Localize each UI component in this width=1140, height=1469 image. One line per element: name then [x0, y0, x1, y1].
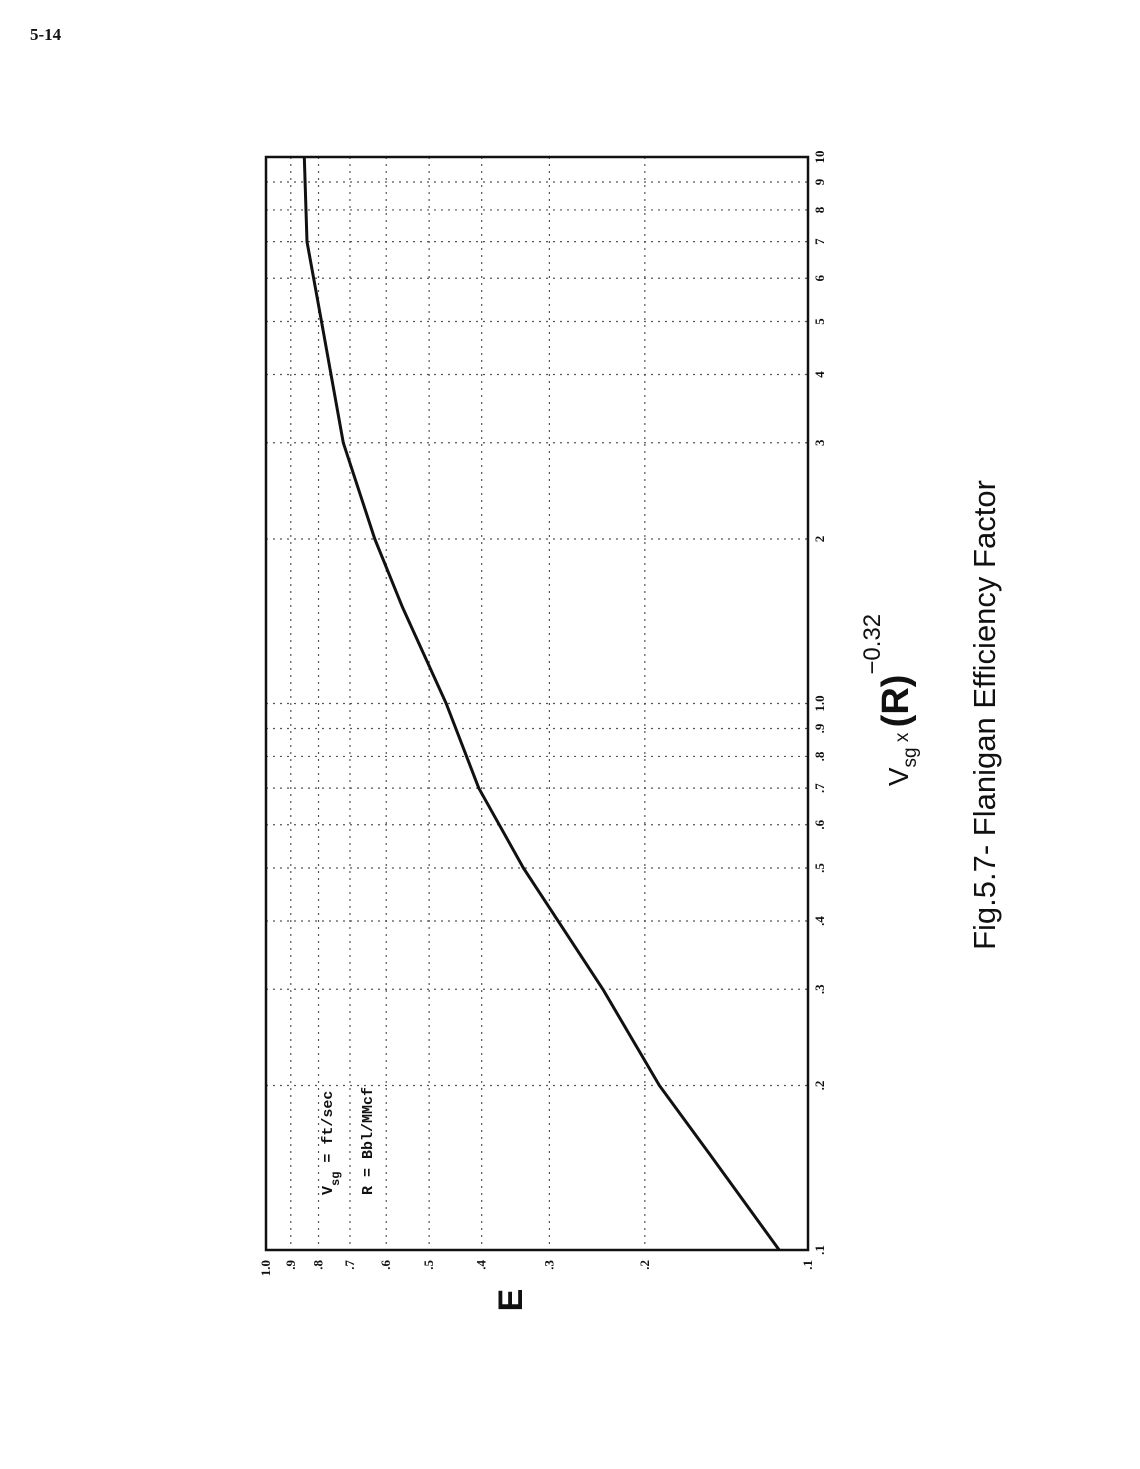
x-tick-label: .3 — [812, 984, 827, 994]
x-tick-label: .1 — [812, 1245, 827, 1255]
annotation-part: sg — [329, 1172, 343, 1186]
y-tick-label: .1 — [800, 1260, 815, 1270]
x-label-part: −0.32 — [859, 614, 886, 675]
page-number: 5-14 — [30, 25, 62, 44]
x-tick-label: 4 — [812, 371, 827, 378]
curve — [302, 156, 781, 1251]
x-tick-label: 6 — [812, 274, 827, 281]
x-tick-label: 10 — [812, 151, 827, 164]
x-tick-label: .4 — [812, 916, 827, 926]
y-tick-label: .6 — [378, 1260, 393, 1270]
y-tick-label: 1.0 — [258, 1260, 273, 1276]
annotation-part: = ft/sec — [320, 1091, 337, 1172]
annotation: R = Bbl/MMcf — [360, 1087, 377, 1195]
x-tick-label: .7 — [812, 783, 827, 793]
x-axis-label: Vsg x (R)−0.32 — [859, 614, 921, 786]
y-tick-label: .7 — [342, 1260, 357, 1270]
x-tick-label: 9 — [812, 178, 827, 185]
x-tick-label: 8 — [812, 206, 827, 213]
plot-frame — [264, 155, 810, 1252]
x-label-part: x — [892, 727, 913, 747]
x-tick-label: .5 — [812, 863, 827, 873]
annotation-part: V — [320, 1186, 337, 1195]
x-label-part: V — [883, 767, 914, 786]
y-tick-label: .8 — [311, 1260, 326, 1270]
x-tick-label: .6 — [812, 819, 827, 829]
x-tick-label: .2 — [812, 1081, 827, 1091]
annotation: Vsg = ft/sec — [320, 1091, 343, 1195]
x-tick-label: 7 — [812, 238, 827, 245]
y-tick-label: .5 — [421, 1260, 436, 1270]
x-tick-label: 1.0 — [812, 695, 827, 711]
x-tick-label: 2 — [812, 536, 827, 543]
x-tick-label: .9 — [812, 723, 827, 733]
x-tick-label: 3 — [812, 439, 827, 446]
x-label-part: sg — [900, 747, 921, 767]
x-label-part: (R) — [875, 675, 917, 728]
x-tick-label: 5 — [812, 318, 827, 325]
chart-title: Fig.5.7- Flanigan Efficiency Factor — [967, 480, 1002, 950]
x-tick-label: .8 — [812, 751, 827, 761]
chart: .1 .2 .3 .4 .5 .6 .7 .8 .9 1.0 2 3 4 5 6 7 8 9 10 .1 .2 .3 .4.… — [258, 151, 827, 1277]
y-tick-label: .9 — [283, 1260, 298, 1270]
y-tick-label: .3 — [541, 1260, 556, 1270]
y-tick-label: .4 — [474, 1260, 489, 1270]
y-tick-label: .2 — [637, 1260, 652, 1270]
y-axis-label: E — [492, 1289, 530, 1312]
